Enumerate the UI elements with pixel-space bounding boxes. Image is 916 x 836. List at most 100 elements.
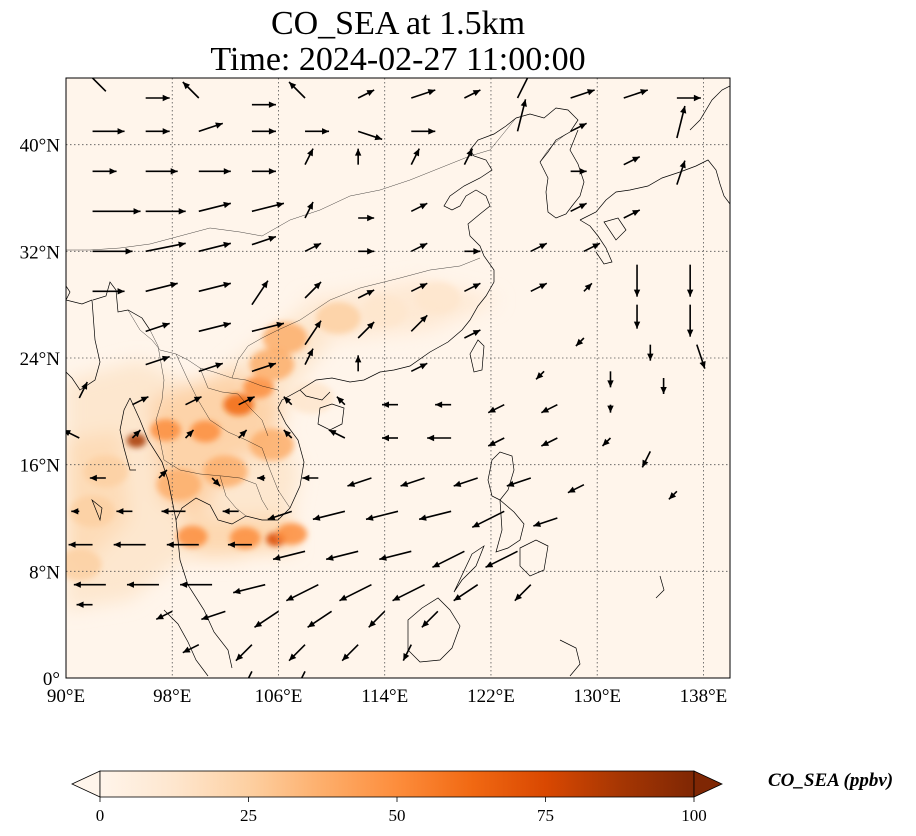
concentration-hotspot xyxy=(262,322,308,354)
title-line-1: CO_SEA at 1.5km xyxy=(270,5,526,42)
wind-arrow xyxy=(411,128,436,135)
wind-arrow-head xyxy=(342,653,350,661)
wind-arrow xyxy=(357,289,375,299)
latitude-tick-label: 8°N xyxy=(29,562,60,583)
wind-arrow xyxy=(211,477,221,487)
wind-arrow-head xyxy=(314,320,322,329)
wind-arrow xyxy=(411,89,436,99)
wind-arrow xyxy=(68,541,93,548)
wind-arrow-head xyxy=(227,541,235,548)
wind-arrow-head xyxy=(170,168,178,175)
wind-arrow xyxy=(145,168,178,175)
wind-arrow xyxy=(304,201,314,219)
wind-arrow-head xyxy=(222,508,230,515)
wind-arrow-head xyxy=(488,406,496,413)
wind-arrow xyxy=(145,355,170,366)
wind-arrow xyxy=(514,584,532,602)
wind-arrow-head xyxy=(382,434,389,442)
wind-arrow xyxy=(198,362,224,373)
wind-arrow-head xyxy=(379,554,387,561)
wind-arrow-head xyxy=(578,203,587,210)
wind-arrow-head xyxy=(640,89,648,96)
wind-arrow xyxy=(402,644,412,662)
wind-arrow xyxy=(464,89,481,99)
wind-arrow-head xyxy=(161,508,169,515)
colorbar-tick-label: 75 xyxy=(537,806,554,825)
wind-arrow xyxy=(570,89,595,99)
wind-arrow-head xyxy=(539,243,547,250)
wind-arrow-head xyxy=(354,355,362,363)
wind-arrow xyxy=(379,550,412,561)
wind-arrow-head xyxy=(186,430,194,438)
wind-arrow xyxy=(660,378,667,394)
wind-arrow-head xyxy=(693,94,701,102)
map-background xyxy=(66,78,730,678)
wind-arrow-head xyxy=(632,156,640,163)
wind-arrow-head xyxy=(466,148,473,157)
wind-arrow-head xyxy=(313,282,322,290)
wind-arrow-head xyxy=(82,67,89,74)
wind-arrow xyxy=(641,450,652,468)
wind-arrow xyxy=(583,242,601,253)
wind-arrow-head xyxy=(686,329,694,337)
wind-arrow-head xyxy=(223,321,231,329)
wind-arrow-head xyxy=(584,283,592,291)
wind-arrow-head xyxy=(180,581,188,588)
wind-arrow-head xyxy=(419,363,428,370)
wind-arrow-head xyxy=(117,288,125,295)
wind-arrow xyxy=(182,643,200,654)
wind-arrow xyxy=(158,469,168,479)
wind-arrow xyxy=(92,288,125,295)
wind-arrow xyxy=(92,168,117,175)
wind-arrow-head xyxy=(215,122,223,129)
wind-arrow xyxy=(145,94,170,102)
wind-arrow xyxy=(435,401,452,408)
wind-arrow-head xyxy=(302,474,310,482)
wind-arrow xyxy=(686,304,694,337)
wind-arrow xyxy=(570,122,587,133)
map-frame xyxy=(65,77,731,679)
wind-arrow-head xyxy=(660,387,667,394)
wind-arrow xyxy=(304,348,314,366)
wind-arrow-head xyxy=(579,168,587,175)
wind-arrow xyxy=(251,128,276,135)
wind-arrow-head xyxy=(133,208,141,215)
colorbar-tick-label: 100 xyxy=(681,806,707,825)
wind-arrow xyxy=(325,550,359,561)
longitude-tick-label: 114°E xyxy=(361,686,408,707)
concentration-hotspot xyxy=(190,420,221,443)
wind-arrow-head xyxy=(162,94,170,102)
wind-arrow xyxy=(357,130,383,141)
wind-arrow-head xyxy=(244,680,250,688)
wind-arrow-head xyxy=(368,620,376,628)
wind-arrow xyxy=(116,508,133,515)
wind-arrow-head xyxy=(193,396,202,403)
wind-arrow-head xyxy=(89,474,97,482)
wind-arrow-head xyxy=(156,613,164,620)
wind-arrow xyxy=(530,282,548,293)
wind-arrow-head xyxy=(126,581,134,588)
wind-arrow xyxy=(244,670,253,688)
concentration-hotspot xyxy=(176,525,208,548)
wind-arrow xyxy=(182,81,200,99)
wind-arrow-head xyxy=(366,514,374,521)
wind-arrow xyxy=(336,396,346,406)
wind-arrow xyxy=(198,122,224,133)
wind-arrow xyxy=(257,474,266,482)
wind-arrow-head xyxy=(536,372,544,380)
wind-arrow xyxy=(201,610,226,621)
wind-arrow-head xyxy=(233,587,241,595)
gridlines xyxy=(66,78,730,678)
wind-arrow-head xyxy=(235,653,244,661)
wind-arrow xyxy=(365,510,399,521)
wind-arrow-head xyxy=(109,168,117,175)
wind-arrow-head xyxy=(268,168,276,175)
wind-arrow-head xyxy=(427,434,435,442)
latitude-tick-label: 40°N xyxy=(20,136,61,157)
wind-arrow-head xyxy=(539,283,547,290)
wind-arrow xyxy=(73,581,106,588)
wind-arrow-head xyxy=(419,243,428,250)
latitude-tick-label: 0° xyxy=(43,669,60,690)
wind-arrow xyxy=(198,281,231,293)
wind-arrow-head xyxy=(419,283,428,290)
